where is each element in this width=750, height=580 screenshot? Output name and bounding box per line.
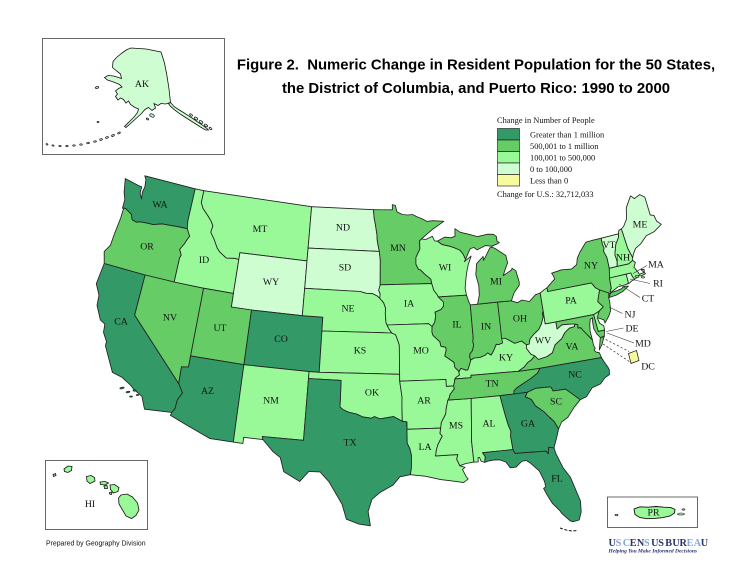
svg-text:VT: VT <box>602 240 615 251</box>
svg-text:WA: WA <box>152 200 167 211</box>
svg-text:U: U <box>701 538 709 549</box>
svg-text:Greater than 1 million: Greater than 1 million <box>530 131 605 140</box>
svg-text:WV: WV <box>535 336 551 347</box>
svg-text:500,001 to 1 million: 500,001 to 1 million <box>530 142 599 151</box>
svg-text:WY: WY <box>263 277 279 288</box>
svg-text:Helping You Make Informed Deci: Helping You Make Informed Decisions <box>608 549 698 555</box>
svg-text:HI: HI <box>85 499 95 510</box>
svg-text:OH: OH <box>513 314 527 325</box>
svg-text:ME: ME <box>633 220 648 231</box>
svg-text:Change for U.S.: 32,712,033: Change for U.S.: 32,712,033 <box>497 190 594 199</box>
svg-text:TX: TX <box>343 438 356 449</box>
svg-text:A: A <box>694 538 702 549</box>
svg-text:S: S <box>644 538 650 549</box>
svg-text:MN: MN <box>390 243 406 254</box>
svg-text:NC: NC <box>568 370 582 381</box>
svg-text:the District of Columbia, and: the District of Columbia, and Puerto Ric… <box>282 81 670 97</box>
svg-text:U: U <box>609 538 617 549</box>
svg-text:AZ: AZ <box>201 386 214 397</box>
svg-text:DC: DC <box>641 362 655 373</box>
svg-text:100,001 to 500,000: 100,001 to 500,000 <box>530 154 595 163</box>
svg-text:U: U <box>672 538 680 549</box>
svg-text:C: C <box>623 538 630 549</box>
svg-text:MI: MI <box>490 277 502 288</box>
svg-text:S: S <box>616 538 622 549</box>
svg-text:S: S <box>658 538 664 549</box>
svg-text:AR: AR <box>417 396 431 407</box>
svg-text:SD: SD <box>339 263 352 274</box>
svg-text:R: R <box>680 538 688 549</box>
svg-text:IA: IA <box>404 299 414 310</box>
svg-text:NE: NE <box>341 304 354 315</box>
svg-text:NV: NV <box>163 313 177 324</box>
svg-text:CT: CT <box>642 294 655 305</box>
svg-text:MA: MA <box>648 260 664 271</box>
svg-text:E: E <box>687 538 694 549</box>
svg-text:MD: MD <box>635 339 651 350</box>
svg-text:U: U <box>651 538 659 549</box>
svg-text:OK: OK <box>365 388 379 399</box>
svg-text:WI: WI <box>439 263 452 274</box>
svg-text:MO: MO <box>413 346 429 357</box>
svg-text:CA: CA <box>114 317 128 328</box>
svg-text:Change in Number of People: Change in Number of People <box>497 116 595 125</box>
svg-text:ND: ND <box>336 223 350 234</box>
svg-text:E: E <box>630 538 637 549</box>
svg-text:Figure 2. Numeric Change in R: Figure 2. Numeric Change in Resident Pop… <box>237 58 715 74</box>
svg-text:KS: KS <box>354 346 367 357</box>
svg-text:TN: TN <box>485 379 498 390</box>
svg-text:PR: PR <box>648 508 660 519</box>
svg-text:0 to 100,000: 0 to 100,000 <box>530 165 572 174</box>
svg-text:UT: UT <box>213 323 226 334</box>
svg-text:N: N <box>637 538 645 549</box>
svg-text:Prepared by Geography Division: Prepared by Geography Division <box>46 541 146 548</box>
svg-text:AL: AL <box>482 419 495 430</box>
svg-text:FL: FL <box>551 474 562 485</box>
svg-text:MS: MS <box>449 421 463 432</box>
svg-text:ID: ID <box>199 255 209 266</box>
svg-text:IL: IL <box>452 320 461 331</box>
svg-text:OR: OR <box>140 242 154 253</box>
svg-text:MT: MT <box>253 224 268 235</box>
svg-text:NJ: NJ <box>625 310 636 321</box>
svg-text:NY: NY <box>584 261 598 272</box>
svg-text:KY: KY <box>499 353 513 364</box>
svg-text:Less than 0: Less than 0 <box>530 177 568 186</box>
svg-text:SC: SC <box>550 397 562 408</box>
svg-text:CO: CO <box>274 334 288 345</box>
svg-text:GA: GA <box>521 419 535 430</box>
svg-text:IN: IN <box>481 322 491 333</box>
svg-text:VA: VA <box>566 342 579 353</box>
svg-text:LA: LA <box>418 442 431 453</box>
svg-text:B: B <box>665 538 672 549</box>
svg-text:PA: PA <box>565 296 577 307</box>
svg-text:DE: DE <box>625 324 638 335</box>
svg-text:AK: AK <box>135 79 149 90</box>
svg-text:NM: NM <box>263 396 279 407</box>
svg-text:NH: NH <box>616 253 630 264</box>
svg-text:RI: RI <box>653 279 663 290</box>
